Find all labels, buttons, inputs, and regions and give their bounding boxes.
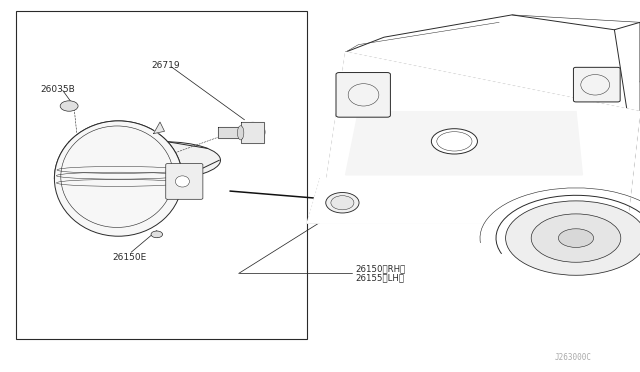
Bar	[16, 11, 307, 339]
Text: 26150〈RH〉: 26150〈RH〉	[355, 264, 406, 273]
Ellipse shape	[151, 231, 163, 238]
Ellipse shape	[326, 193, 359, 213]
Text: 26155〈LH〉: 26155〈LH〉	[355, 274, 404, 283]
Polygon shape	[307, 179, 595, 223]
FancyBboxPatch shape	[573, 67, 620, 102]
Polygon shape	[346, 112, 582, 175]
Text: 26719: 26719	[151, 61, 180, 70]
Text: 26150E: 26150E	[112, 253, 147, 262]
Polygon shape	[154, 122, 164, 134]
Ellipse shape	[108, 142, 220, 179]
Ellipse shape	[241, 122, 265, 142]
Text: 26035B: 26035B	[40, 85, 75, 94]
Polygon shape	[218, 127, 242, 138]
Ellipse shape	[54, 121, 182, 236]
FancyBboxPatch shape	[166, 164, 203, 199]
Ellipse shape	[237, 126, 244, 140]
Text: J263000C: J263000C	[554, 353, 591, 362]
Ellipse shape	[331, 196, 354, 210]
Ellipse shape	[531, 214, 621, 262]
Ellipse shape	[175, 176, 189, 187]
Ellipse shape	[506, 201, 640, 275]
Ellipse shape	[558, 229, 594, 247]
Polygon shape	[241, 122, 264, 143]
Polygon shape	[320, 52, 640, 223]
Ellipse shape	[60, 101, 78, 111]
FancyBboxPatch shape	[336, 73, 390, 117]
Ellipse shape	[431, 129, 477, 154]
